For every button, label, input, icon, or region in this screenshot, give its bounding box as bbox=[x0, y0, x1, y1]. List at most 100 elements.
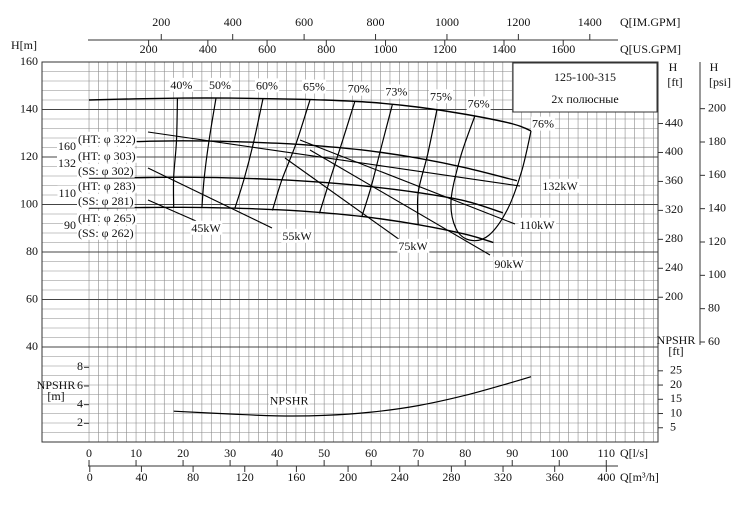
x3-tick-label: 400 bbox=[199, 42, 217, 56]
x3-tick-label: 1400 bbox=[492, 42, 516, 56]
chart-subtitle: 2х полюсные bbox=[551, 92, 618, 106]
motor-power: 160 bbox=[58, 139, 76, 153]
x2-axis-title: Q[m³/h] bbox=[620, 470, 659, 484]
npshr-label: NPSHR bbox=[270, 394, 309, 408]
label-background bbox=[255, 78, 280, 93]
label-background bbox=[77, 131, 137, 146]
y3-axis-title: H bbox=[710, 60, 719, 74]
x-axis-title: Q[l/s] bbox=[620, 446, 648, 460]
x-tick-label: 40 bbox=[271, 446, 283, 460]
y3-tick-label: 60 bbox=[708, 334, 720, 348]
x-tick-label: 80 bbox=[459, 446, 471, 460]
power-label: 110kW bbox=[520, 218, 556, 232]
label-background bbox=[77, 148, 137, 163]
y2-axis-title: H bbox=[669, 60, 678, 74]
labels: 406080100120140160H[m]200240280320360400… bbox=[11, 15, 731, 484]
y3-tick-label: 140 bbox=[708, 200, 726, 214]
power-leader bbox=[299, 139, 516, 225]
grid bbox=[42, 61, 658, 442]
power-label: 75kW bbox=[398, 239, 428, 253]
x-tick-label: 0 bbox=[86, 446, 92, 460]
y2-axis-title: [ft] bbox=[667, 75, 682, 89]
y3-tick-label: 120 bbox=[708, 234, 726, 248]
efficiency-curve bbox=[318, 101, 356, 214]
y5-axis-title: NPSHR bbox=[657, 333, 696, 347]
power-leader bbox=[284, 157, 401, 241]
y3-tick-label: 80 bbox=[708, 300, 720, 314]
label-background bbox=[77, 163, 135, 178]
title-box bbox=[512, 62, 658, 113]
motor-power: 90 bbox=[64, 218, 76, 232]
efficiency-label: 70% bbox=[348, 82, 370, 96]
efficiency-label: 75% bbox=[430, 89, 452, 103]
head-curve bbox=[89, 206, 494, 244]
label-background bbox=[531, 116, 556, 131]
impeller-ht: (HT: φ 265) bbox=[78, 211, 136, 225]
y2-tick-label: 360 bbox=[665, 173, 683, 187]
x-tick-label: 50 bbox=[318, 446, 330, 460]
y2-tick-label: 200 bbox=[665, 289, 683, 303]
y3-tick-label: 200 bbox=[708, 100, 726, 114]
head-curve bbox=[89, 176, 504, 214]
x2-tick-label: 40 bbox=[135, 470, 147, 484]
power-leader bbox=[309, 149, 491, 256]
y4-tick-label: 6 bbox=[77, 378, 83, 392]
x3-tick-label: 600 bbox=[258, 42, 276, 56]
x-tick-label: 90 bbox=[506, 446, 518, 460]
y-tick-label: 80 bbox=[26, 244, 38, 258]
impeller-ht: (HT: φ 322) bbox=[78, 132, 136, 146]
y5-axis-title: [ft] bbox=[668, 344, 683, 358]
y3-tick-label: 100 bbox=[708, 267, 726, 281]
label-background bbox=[346, 81, 371, 96]
power-label: 55kW bbox=[282, 229, 312, 243]
efficiency-label: 73% bbox=[385, 85, 407, 99]
label-background bbox=[493, 256, 526, 271]
x3-tick-label: 200 bbox=[140, 42, 158, 56]
x4-tick-label: 200 bbox=[152, 15, 170, 29]
y5-tick-label: 20 bbox=[670, 377, 682, 391]
x-tick-label: 70 bbox=[412, 446, 424, 460]
label-background bbox=[397, 238, 430, 253]
x2-tick-label: 360 bbox=[546, 470, 564, 484]
motor-power: 132 bbox=[58, 156, 76, 170]
x3-axis-title: Q[US.GPM] bbox=[620, 42, 681, 56]
efficiency-curve bbox=[450, 116, 532, 242]
y2-tick-label: 400 bbox=[665, 144, 683, 158]
y5-tick-label: 10 bbox=[670, 405, 682, 419]
y-tick-label: 140 bbox=[20, 101, 38, 115]
x-tick-label: 10 bbox=[130, 446, 142, 460]
y4-tick-label: 2 bbox=[77, 415, 83, 429]
y-tick-label: 120 bbox=[20, 149, 38, 163]
efficiency-label: 40% bbox=[170, 78, 192, 92]
x2-tick-label: 280 bbox=[442, 470, 460, 484]
x4-tick-label: 600 bbox=[295, 15, 313, 29]
y3-tick-label: 180 bbox=[708, 134, 726, 148]
label-background bbox=[207, 77, 232, 92]
efficiency-label: 76% bbox=[468, 96, 490, 110]
label-background bbox=[428, 89, 453, 104]
power-leader bbox=[147, 131, 521, 187]
label-background bbox=[77, 225, 135, 240]
y2-tick-label: 440 bbox=[665, 115, 683, 129]
y4-axis-title: [m] bbox=[47, 389, 64, 403]
efficiency-curve bbox=[416, 109, 438, 225]
impeller-ht: (HT: φ 283) bbox=[78, 179, 136, 193]
x-tick-label: 20 bbox=[177, 446, 189, 460]
y-tick-label: 60 bbox=[26, 291, 38, 305]
impeller-ss: (SS: φ 302) bbox=[78, 164, 134, 178]
impeller-ss: (SS: φ 281) bbox=[78, 194, 134, 208]
curves bbox=[89, 97, 532, 417]
x4-tick-label: 1000 bbox=[435, 15, 459, 29]
efficiency-label: 60% bbox=[256, 78, 278, 92]
x2-tick-label: 400 bbox=[597, 470, 615, 484]
label-background bbox=[302, 79, 327, 94]
power-leader bbox=[147, 167, 273, 229]
y5-tick-label: 5 bbox=[670, 420, 676, 434]
power-leader bbox=[147, 199, 197, 222]
x2-tick-label: 160 bbox=[287, 470, 305, 484]
label-background bbox=[77, 193, 135, 208]
label-background bbox=[63, 217, 77, 232]
x2-tick-label: 240 bbox=[391, 470, 409, 484]
power-label: 132kW bbox=[542, 179, 578, 193]
